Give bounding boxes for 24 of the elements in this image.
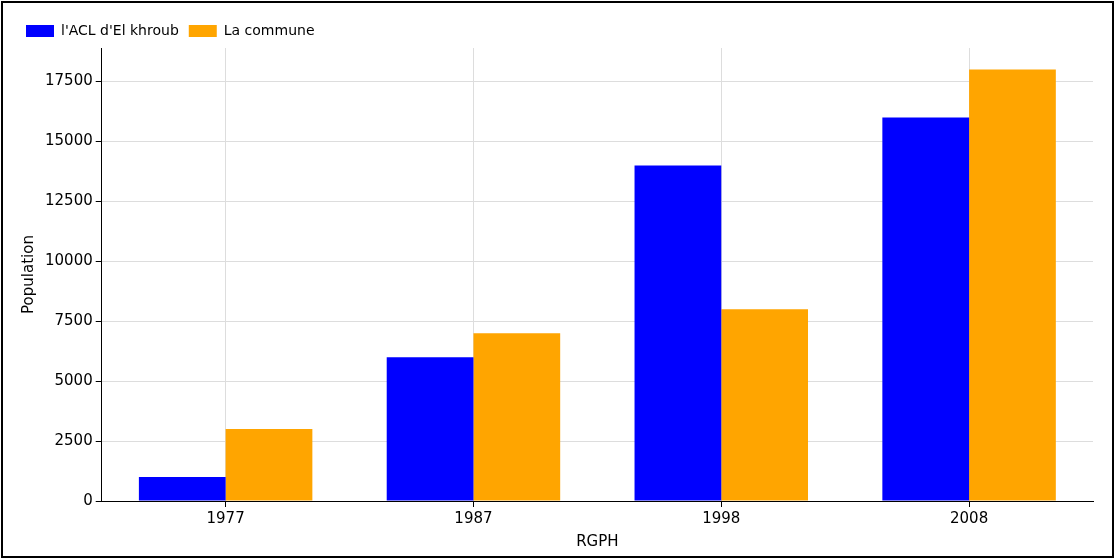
- legend-label: La commune: [223, 21, 315, 38]
- bar: [969, 69, 1056, 501]
- bar: [882, 117, 970, 501]
- bar: [138, 477, 226, 501]
- bar: [225, 429, 313, 501]
- y-tick-label: 7500: [54, 311, 93, 330]
- bar: [721, 309, 809, 501]
- y-tick-label: 17500: [45, 71, 93, 90]
- x-axis-title: RGPH: [576, 531, 619, 550]
- y-tick-label: 12500: [45, 191, 93, 210]
- y-tick-label: 15000: [45, 131, 93, 150]
- bar: [386, 357, 474, 501]
- bar: [473, 333, 561, 501]
- x-tick-label: 1998: [702, 508, 741, 527]
- y-axis-title: Population: [18, 235, 37, 314]
- y-tick-label: 5000: [54, 371, 93, 390]
- x-tick-label: 1987: [454, 508, 493, 527]
- x-tick-label: 2008: [950, 508, 989, 527]
- y-tick-label: 10000: [45, 251, 93, 270]
- y-tick-label: 2500: [54, 430, 93, 449]
- bar: [634, 165, 722, 501]
- x-tick-label: 1977: [206, 508, 245, 527]
- y-tick-label: 0: [83, 490, 93, 509]
- legend-label: l'ACL d'El khroub: [61, 21, 179, 38]
